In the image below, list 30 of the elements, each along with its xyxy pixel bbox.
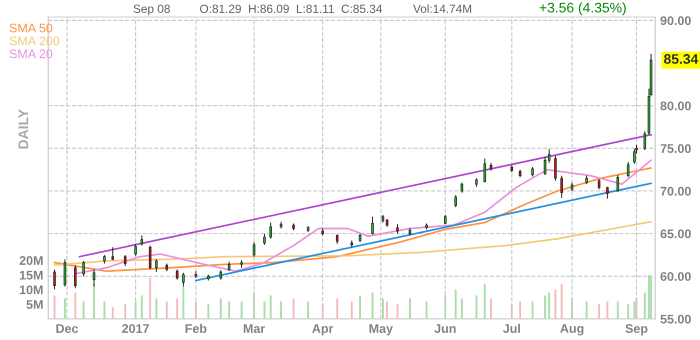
- x-tick-label: Jun: [434, 324, 456, 333]
- text: SMA 20: [10, 49, 52, 58]
- x-tick-label: 2017: [122, 324, 149, 333]
- y-tick-label: 60.00: [660, 272, 691, 281]
- x-tick-label: May: [370, 324, 393, 336]
- y2-tick-label: 5M: [26, 300, 43, 309]
- y-tick-label: 75.00: [660, 144, 691, 153]
- text: Sep 08: [134, 4, 170, 16]
- y-tick-label: 80.00: [660, 102, 691, 110]
- text: SMA 50: [10, 24, 52, 32]
- x-tick-label: Dec: [56, 324, 78, 333]
- text: DAILY: [18, 109, 28, 148]
- y-tick-label: 65.00: [660, 229, 691, 238]
- annotation: 85.34: [664, 54, 698, 64]
- x-tick-label: Mar: [244, 324, 265, 333]
- y-tick-label: 90.00: [660, 16, 691, 26]
- text: O:81.29 H:86.09 L:81.11 C:85.34: [200, 4, 382, 13]
- y2-tick-label: 10M: [20, 285, 43, 294]
- x-tick-label: Apr: [312, 324, 334, 336]
- x-tick-label: Jul: [502, 324, 520, 333]
- text: Vol:14.74M: [413, 4, 472, 13]
- x-tick-label: Feb: [186, 324, 206, 333]
- text: +3.56 (4.35%): [540, 2, 626, 16]
- y2-tick-label: 15M: [20, 270, 43, 280]
- text: SMA 200: [10, 36, 60, 46]
- y-tick-label: 70.00: [660, 186, 691, 196]
- x-tick-label: Aug: [560, 324, 584, 336]
- y-tick-label: 55.00: [660, 314, 691, 324]
- x-tick-label: Sep: [625, 324, 648, 336]
- y2-tick-label: 20M: [20, 256, 43, 265]
